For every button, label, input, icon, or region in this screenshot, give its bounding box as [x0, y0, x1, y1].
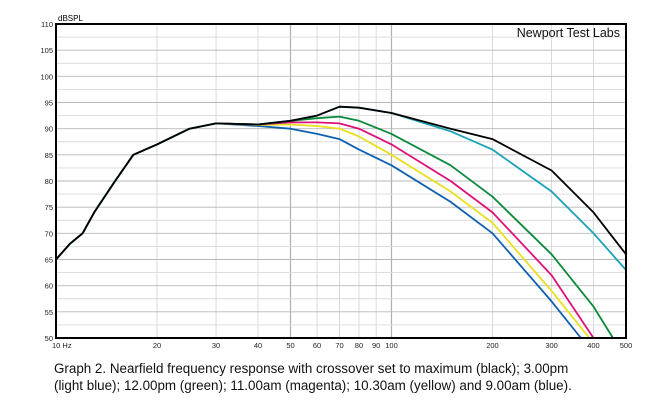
- y-tick-label: 80: [45, 177, 53, 186]
- y-tick-label: 60: [45, 282, 53, 291]
- x-tick-label: 70: [335, 341, 343, 350]
- series-line-3-00pm-light-blue-: [55, 105, 627, 271]
- y-tick-label: 70: [45, 229, 53, 238]
- x-tick-label: 80: [355, 341, 363, 350]
- x-tick-label: 90: [372, 341, 380, 350]
- x-tick-label: 200: [486, 341, 499, 350]
- series-group: [55, 105, 627, 339]
- x-tick-label: 10 Hz: [52, 341, 72, 350]
- x-tick-label: 30: [212, 341, 220, 350]
- x-tick-label: 50: [286, 341, 294, 350]
- y-tick-label: 95: [45, 99, 53, 108]
- x-tick-label: 40: [254, 341, 262, 350]
- y-tick-label: 110: [41, 20, 53, 29]
- figure-caption: Graph 2. Nearfield frequency response wi…: [54, 360, 634, 394]
- y-tick-label: 50: [45, 334, 53, 343]
- x-tick-label: 20: [153, 341, 161, 350]
- x-tick-label: 300: [545, 341, 558, 350]
- y-tick-label: 75: [45, 203, 53, 212]
- x-tick-label: 60: [313, 341, 321, 350]
- y-axis-label: dBSPL: [58, 14, 83, 23]
- y-tick-label: 105: [40, 46, 53, 55]
- x-tick-label: 500: [620, 341, 633, 350]
- series-line-maximum-black-: [55, 105, 627, 261]
- x-tick-label: 400: [587, 341, 600, 350]
- ticks: 10 Hz 20 30 40 50 60 70 80 90 100 200 300 400 500 50 55…: [40, 20, 632, 350]
- y-tick-label: 85: [45, 151, 53, 160]
- y-tick-label: 100: [40, 72, 53, 81]
- caption-line-2: (light blue); 12.00pm (green); 11.00am (…: [54, 378, 572, 393]
- y-tick-label: 65: [45, 256, 53, 265]
- brand-annotation: Newport Test Labs: [517, 26, 620, 40]
- frequency-response-chart: 10 Hz 20 30 40 50 60 70 80 90 100 200 300 400 500 50 55…: [40, 14, 632, 350]
- series-line-12-00pm-green-: [55, 115, 614, 339]
- y-tick-label: 90: [45, 125, 53, 134]
- grid: [55, 23, 627, 339]
- y-tick-label: 55: [45, 308, 53, 317]
- plot-frame: [55, 23, 627, 339]
- caption-line-1: Graph 2. Nearfield frequency response wi…: [54, 361, 569, 376]
- x-tick-label: 100: [385, 341, 398, 350]
